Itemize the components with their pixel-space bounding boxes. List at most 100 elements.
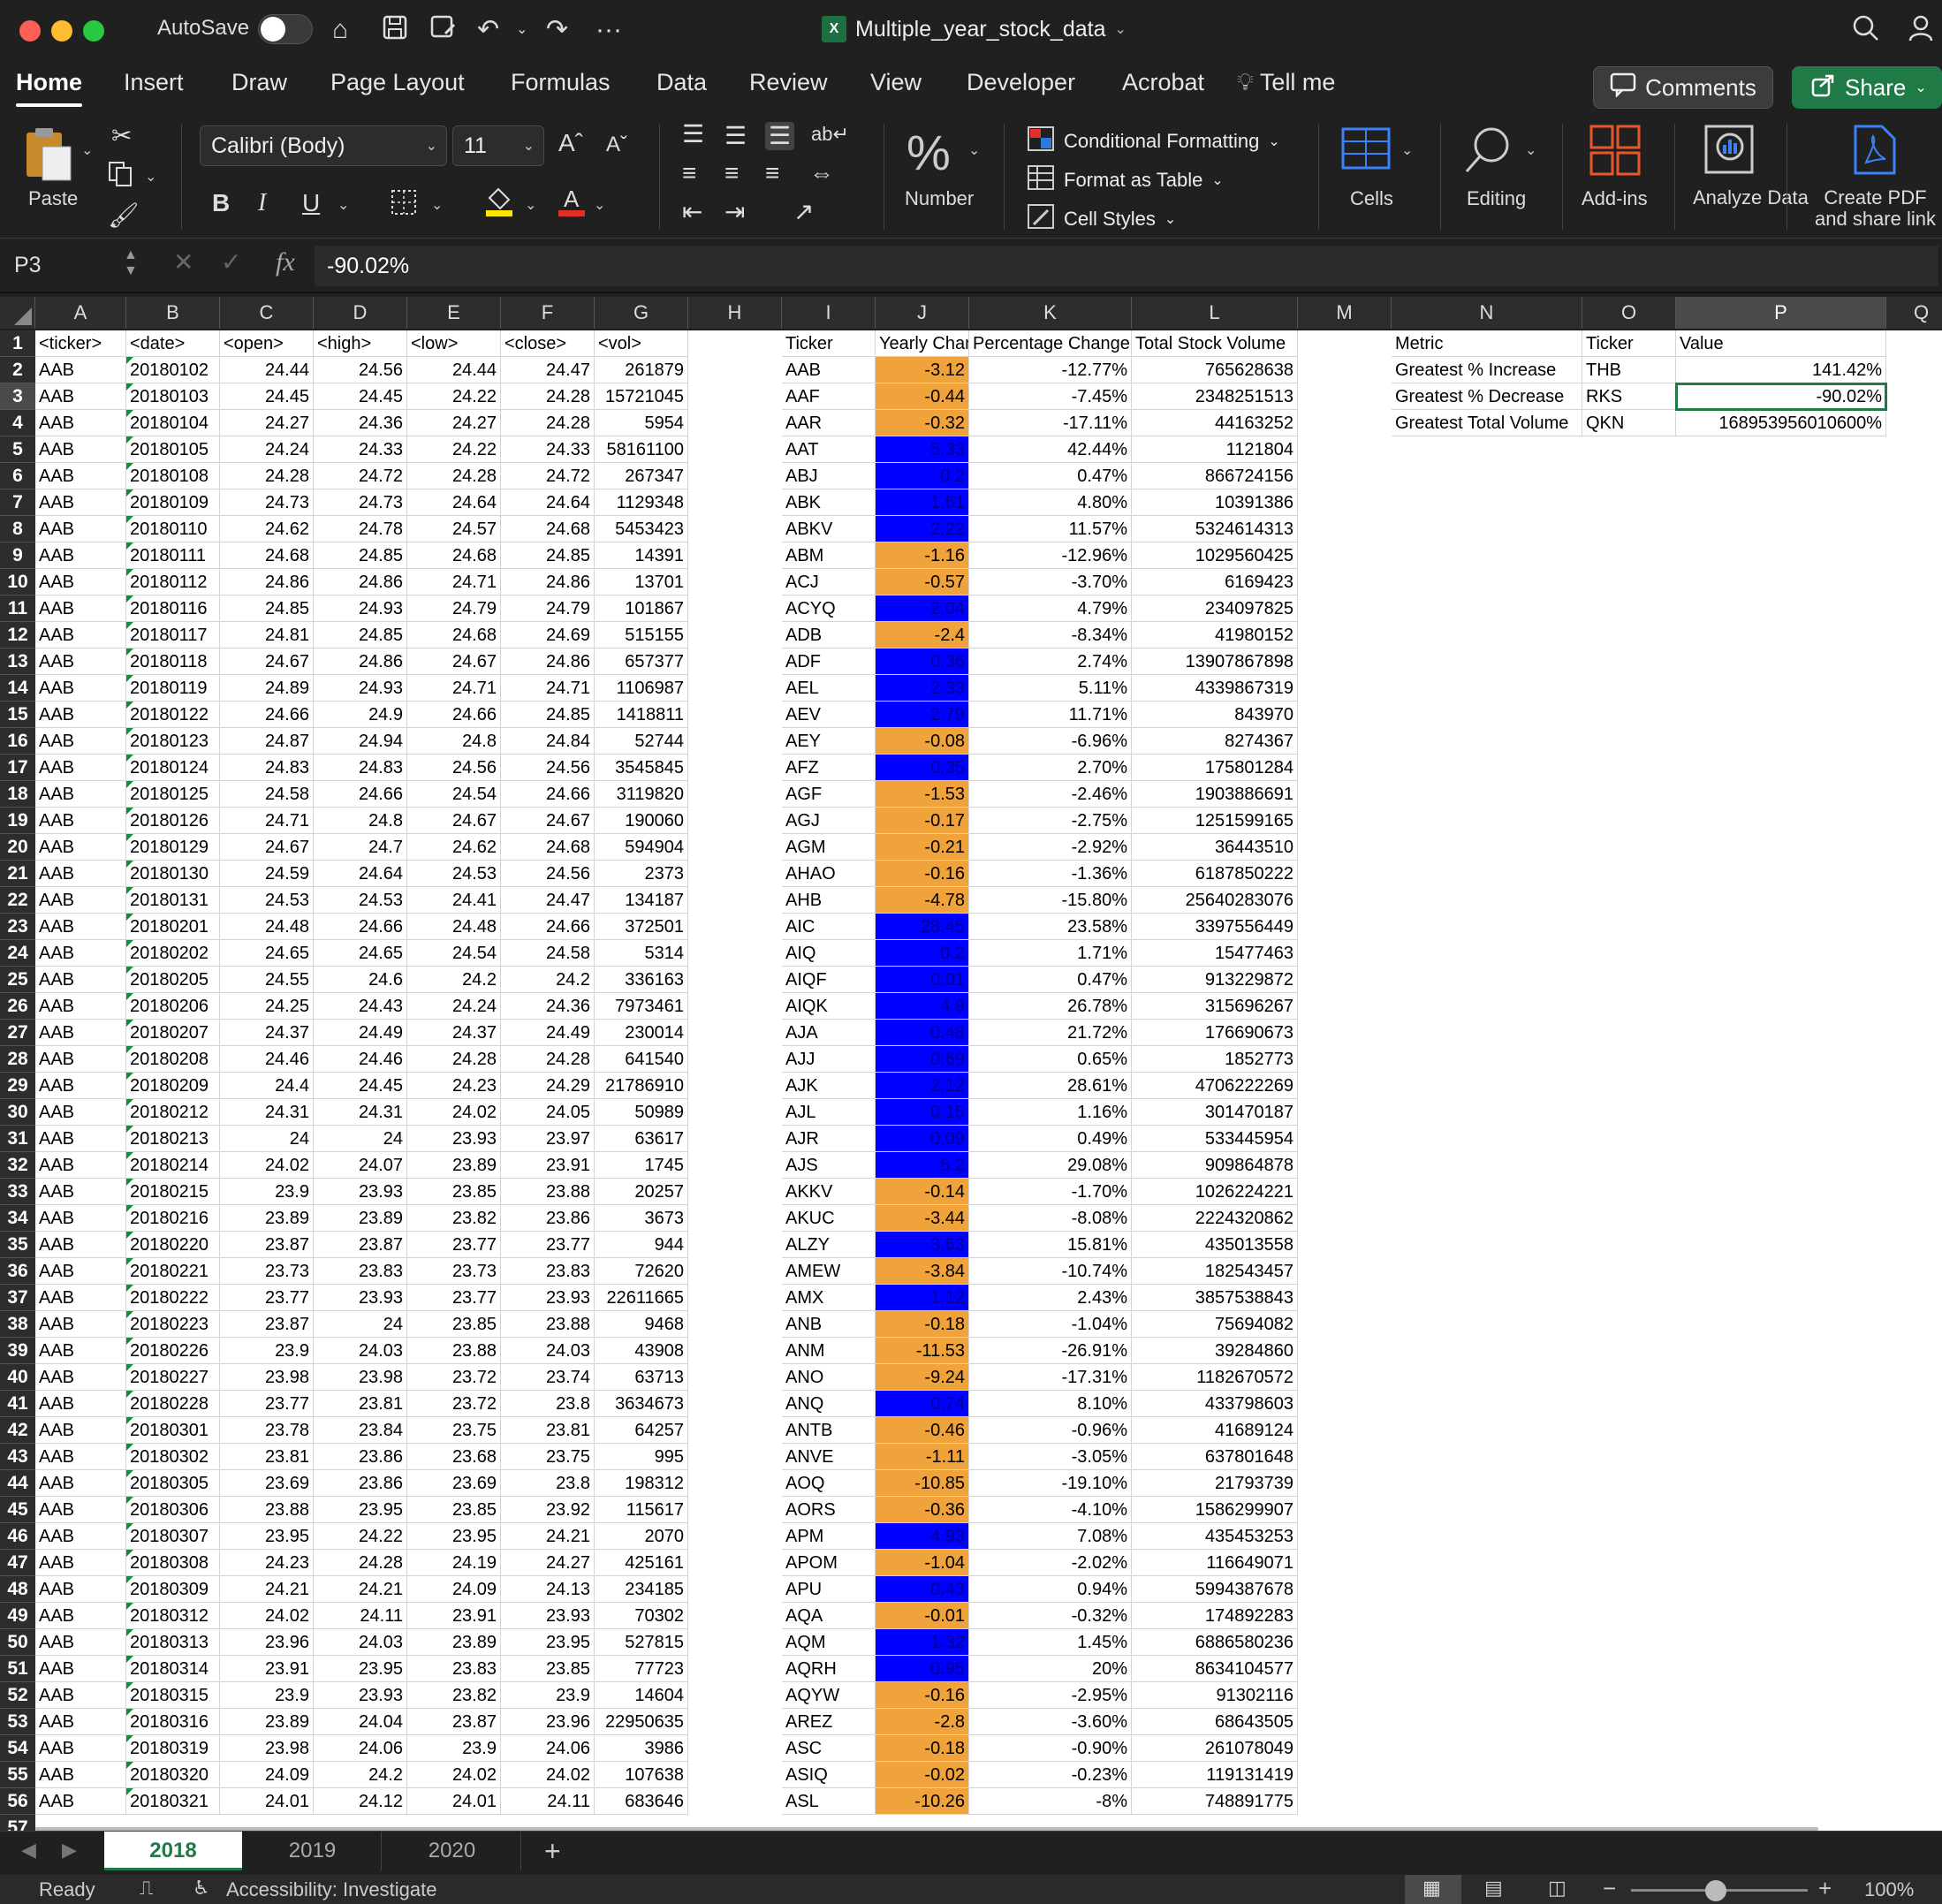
zoom-out-icon[interactable]: − [1603,1875,1617,1901]
cell-D47[interactable]: 24.28 [314,1550,407,1576]
cell-K1[interactable]: Percentage Change [969,330,1132,357]
cell-D1[interactable]: <high> [314,330,407,357]
cell-D26[interactable]: 24.43 [314,993,407,1020]
cell-E34[interactable]: 23.82 [407,1205,501,1232]
cell-D46[interactable]: 24.22 [314,1523,407,1550]
cell-L25[interactable]: 913229872 [1132,967,1298,993]
align-left-icon[interactable]: ≡ [682,159,697,186]
tab-review[interactable]: Review [749,69,828,95]
cell-A28[interactable]: AAB [35,1046,126,1073]
cell-C10[interactable]: 24.86 [220,569,314,595]
cell-G9[interactable]: 14391 [595,542,688,569]
cell-E37[interactable]: 23.77 [407,1285,501,1311]
row-header-39[interactable]: 39 [0,1338,35,1364]
scroll-right-icon[interactable]: ▶ [62,1839,77,1861]
function-icon[interactable]: fx [276,247,295,277]
cell-E48[interactable]: 24.09 [407,1576,501,1603]
align-center-icon[interactable]: ≡ [724,159,740,186]
cell-I44[interactable]: AOQ [782,1470,876,1497]
home-icon[interactable]: ⌂ [332,15,349,44]
row-header-31[interactable]: 31 [0,1126,35,1152]
cell-G8[interactable]: 5453423 [595,516,688,542]
cell-C44[interactable]: 23.69 [220,1470,314,1497]
cell-J20[interactable]: -0.21 [876,834,969,861]
cell-I11[interactable]: ACYQ [782,595,876,622]
italic-button[interactable]: I [258,189,267,216]
row-header-8[interactable]: 8 [0,516,35,542]
cell-F56[interactable]: 24.11 [501,1788,595,1815]
editing-dropdown-icon[interactable]: ⌄ [1525,143,1537,158]
row-header-21[interactable]: 21 [0,861,35,887]
cell-K8[interactable]: 11.57% [969,516,1132,542]
cell-E9[interactable]: 24.68 [407,542,501,569]
cell-L5[interactable]: 1121804 [1132,436,1298,463]
close-window-button[interactable] [19,20,41,42]
cell-D30[interactable]: 24.31 [314,1099,407,1126]
cell-B21[interactable]: 20180130 [126,861,220,887]
cell-B34[interactable]: 20180216 [126,1205,220,1232]
cell-C23[interactable]: 24.48 [220,914,314,940]
cell-A27[interactable]: AAB [35,1020,126,1046]
cell-G14[interactable]: 1106987 [595,675,688,702]
cell-F30[interactable]: 24.05 [501,1099,595,1126]
cell-E38[interactable]: 23.85 [407,1311,501,1338]
cell-J29[interactable]: 2.12 [876,1073,969,1099]
cell-K22[interactable]: -15.80% [969,887,1132,914]
row-header-48[interactable]: 48 [0,1576,35,1603]
cell-B46[interactable]: 20180307 [126,1523,220,1550]
cell-F12[interactable]: 24.69 [501,622,595,649]
cell-G3[interactable]: 15721045 [595,383,688,410]
cell-B2[interactable]: 20180102 [126,357,220,383]
row-header-6[interactable]: 6 [0,463,35,489]
cell-L40[interactable]: 1182670572 [1132,1364,1298,1391]
cell-C36[interactable]: 23.73 [220,1258,314,1285]
cell-B39[interactable]: 20180226 [126,1338,220,1364]
cell-D36[interactable]: 23.83 [314,1258,407,1285]
cell-A45[interactable]: AAB [35,1497,126,1523]
cell-E42[interactable]: 23.75 [407,1417,501,1444]
page-layout-view-icon[interactable]: ▤ [1484,1877,1503,1899]
row-header-2[interactable]: 2 [0,357,35,383]
cell-D48[interactable]: 24.21 [314,1576,407,1603]
search-icon[interactable] [1852,14,1880,50]
row-header-32[interactable]: 32 [0,1152,35,1179]
cell-D25[interactable]: 24.6 [314,967,407,993]
column-header-A[interactable]: A [35,297,126,329]
cell-L29[interactable]: 4706222269 [1132,1073,1298,1099]
cell-C26[interactable]: 24.25 [220,993,314,1020]
cell-K24[interactable]: 1.71% [969,940,1132,967]
align-right-icon[interactable]: ≡ [765,159,780,186]
cell-A43[interactable]: AAB [35,1444,126,1470]
cell-L10[interactable]: 6169423 [1132,569,1298,595]
cell-J34[interactable]: -3.44 [876,1205,969,1232]
macro-recorder-icon[interactable]: ⎍ [140,1877,154,1899]
cell-D13[interactable]: 24.86 [314,649,407,675]
cell-K30[interactable]: 1.16% [969,1099,1132,1126]
cell-J16[interactable]: -0.08 [876,728,969,755]
cell-E1[interactable]: <low> [407,330,501,357]
row-header-34[interactable]: 34 [0,1205,35,1232]
cell-A50[interactable]: AAB [35,1629,126,1656]
cell-J25[interactable]: 0.01 [876,967,969,993]
cell-I15[interactable]: AEV [782,702,876,728]
cell-A15[interactable]: AAB [35,702,126,728]
cell-F55[interactable]: 24.02 [501,1762,595,1788]
cell-K5[interactable]: 42.44% [969,436,1132,463]
cell-B25[interactable]: 20180205 [126,967,220,993]
cell-L15[interactable]: 843970 [1132,702,1298,728]
align-middle-icon[interactable]: ☰ [724,122,747,149]
cell-E2[interactable]: 24.44 [407,357,501,383]
increase-font-size-icon[interactable]: Aˆ [558,129,583,156]
cell-A54[interactable]: AAB [35,1735,126,1762]
cell-L23[interactable]: 3397556449 [1132,914,1298,940]
cell-I36[interactable]: AMEW [782,1258,876,1285]
page-break-view-icon[interactable]: ◫ [1548,1877,1566,1899]
cell-J4[interactable]: -0.32 [876,410,969,436]
cell-C52[interactable]: 23.9 [220,1682,314,1709]
cell-J2[interactable]: -3.12 [876,357,969,383]
cell-F20[interactable]: 24.68 [501,834,595,861]
cell-B6[interactable]: 20180108 [126,463,220,489]
cell-L49[interactable]: 174892283 [1132,1603,1298,1629]
cell-L1[interactable]: Total Stock Volume [1132,330,1298,357]
cell-E16[interactable]: 24.8 [407,728,501,755]
